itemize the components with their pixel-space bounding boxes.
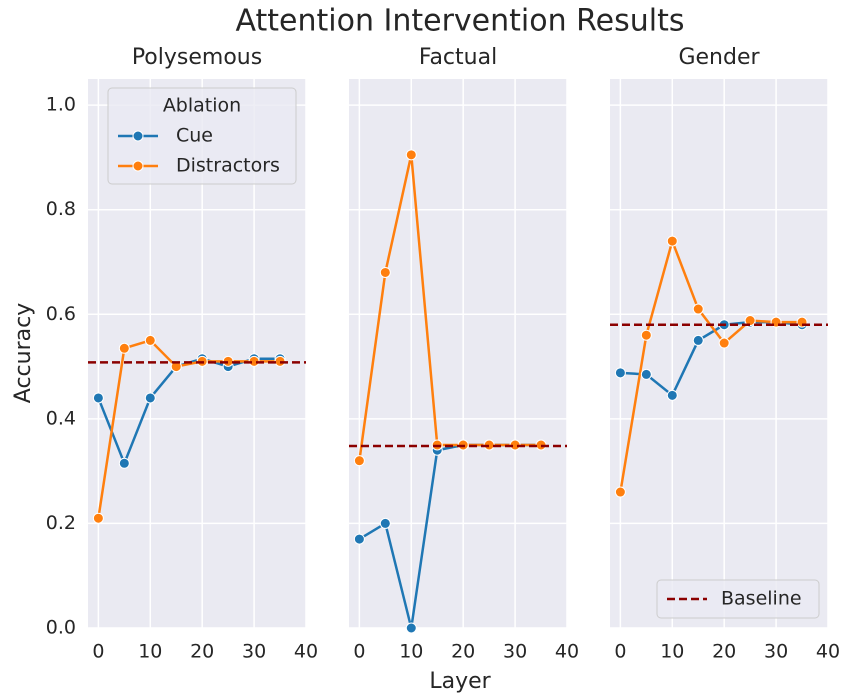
legend-label: Baseline — [721, 588, 802, 610]
x-tick-label: 20 — [451, 641, 475, 663]
x-tick-label: 20 — [190, 641, 214, 663]
data-point — [405, 622, 417, 634]
data-point — [144, 392, 156, 404]
plot-background — [610, 79, 828, 628]
plot-background — [349, 79, 567, 628]
panel-title: Factual — [419, 45, 497, 70]
x-tick-label: 10 — [660, 641, 684, 663]
data-point — [118, 457, 130, 469]
y-tick-label: 0.4 — [46, 407, 76, 429]
data-point — [379, 266, 391, 278]
y-axis-label: Accuracy — [11, 303, 36, 403]
y-tick-label: 0.8 — [46, 198, 76, 220]
data-point — [640, 368, 652, 380]
x-tick-label: 40 — [816, 641, 840, 663]
data-point — [92, 512, 104, 524]
x-tick-label: 30 — [764, 641, 788, 663]
data-point — [353, 533, 365, 545]
legend-marker — [132, 160, 144, 172]
x-tick-label: 40 — [555, 641, 579, 663]
chart-title: Attention Intervention Results — [236, 4, 685, 39]
data-point — [692, 303, 704, 315]
data-point — [92, 392, 104, 404]
data-point — [666, 235, 678, 247]
panel-title: Polysemous — [132, 45, 262, 70]
legend-box — [656, 579, 820, 619]
data-point — [614, 486, 626, 498]
data-point — [144, 334, 156, 346]
data-point — [640, 329, 652, 341]
x-tick-label: 30 — [242, 641, 266, 663]
x-tick-label: 40 — [294, 641, 318, 663]
y-tick-label: 0.2 — [46, 512, 76, 534]
y-tick-label: 1.0 — [46, 94, 76, 116]
data-point — [118, 342, 130, 354]
x-tick-label: 20 — [712, 641, 736, 663]
x-tick-label: 30 — [503, 641, 527, 663]
legend-title: Ablation — [163, 95, 241, 117]
data-point — [692, 334, 704, 346]
x-tick-label: 0 — [92, 641, 104, 663]
data-point — [405, 149, 417, 161]
x-tick-label: 10 — [138, 641, 162, 663]
data-point — [614, 367, 626, 379]
data-point — [379, 517, 391, 529]
x-tick-label: 0 — [353, 641, 365, 663]
x-tick-label: 10 — [399, 641, 423, 663]
legend-marker — [132, 130, 144, 142]
x-tick-label: 0 — [614, 641, 626, 663]
panel-title: Gender — [678, 45, 760, 70]
y-tick-label: 0.0 — [46, 617, 76, 639]
y-tick-label: 0.6 — [46, 303, 76, 325]
data-point — [353, 455, 365, 467]
legend-label: Distractors — [176, 155, 280, 177]
x-axis-label: Layer — [429, 669, 491, 694]
legend-box — [107, 87, 297, 185]
data-point — [718, 337, 730, 349]
data-point — [666, 389, 678, 401]
data-point — [744, 315, 756, 327]
legend-label: Cue — [176, 125, 213, 147]
